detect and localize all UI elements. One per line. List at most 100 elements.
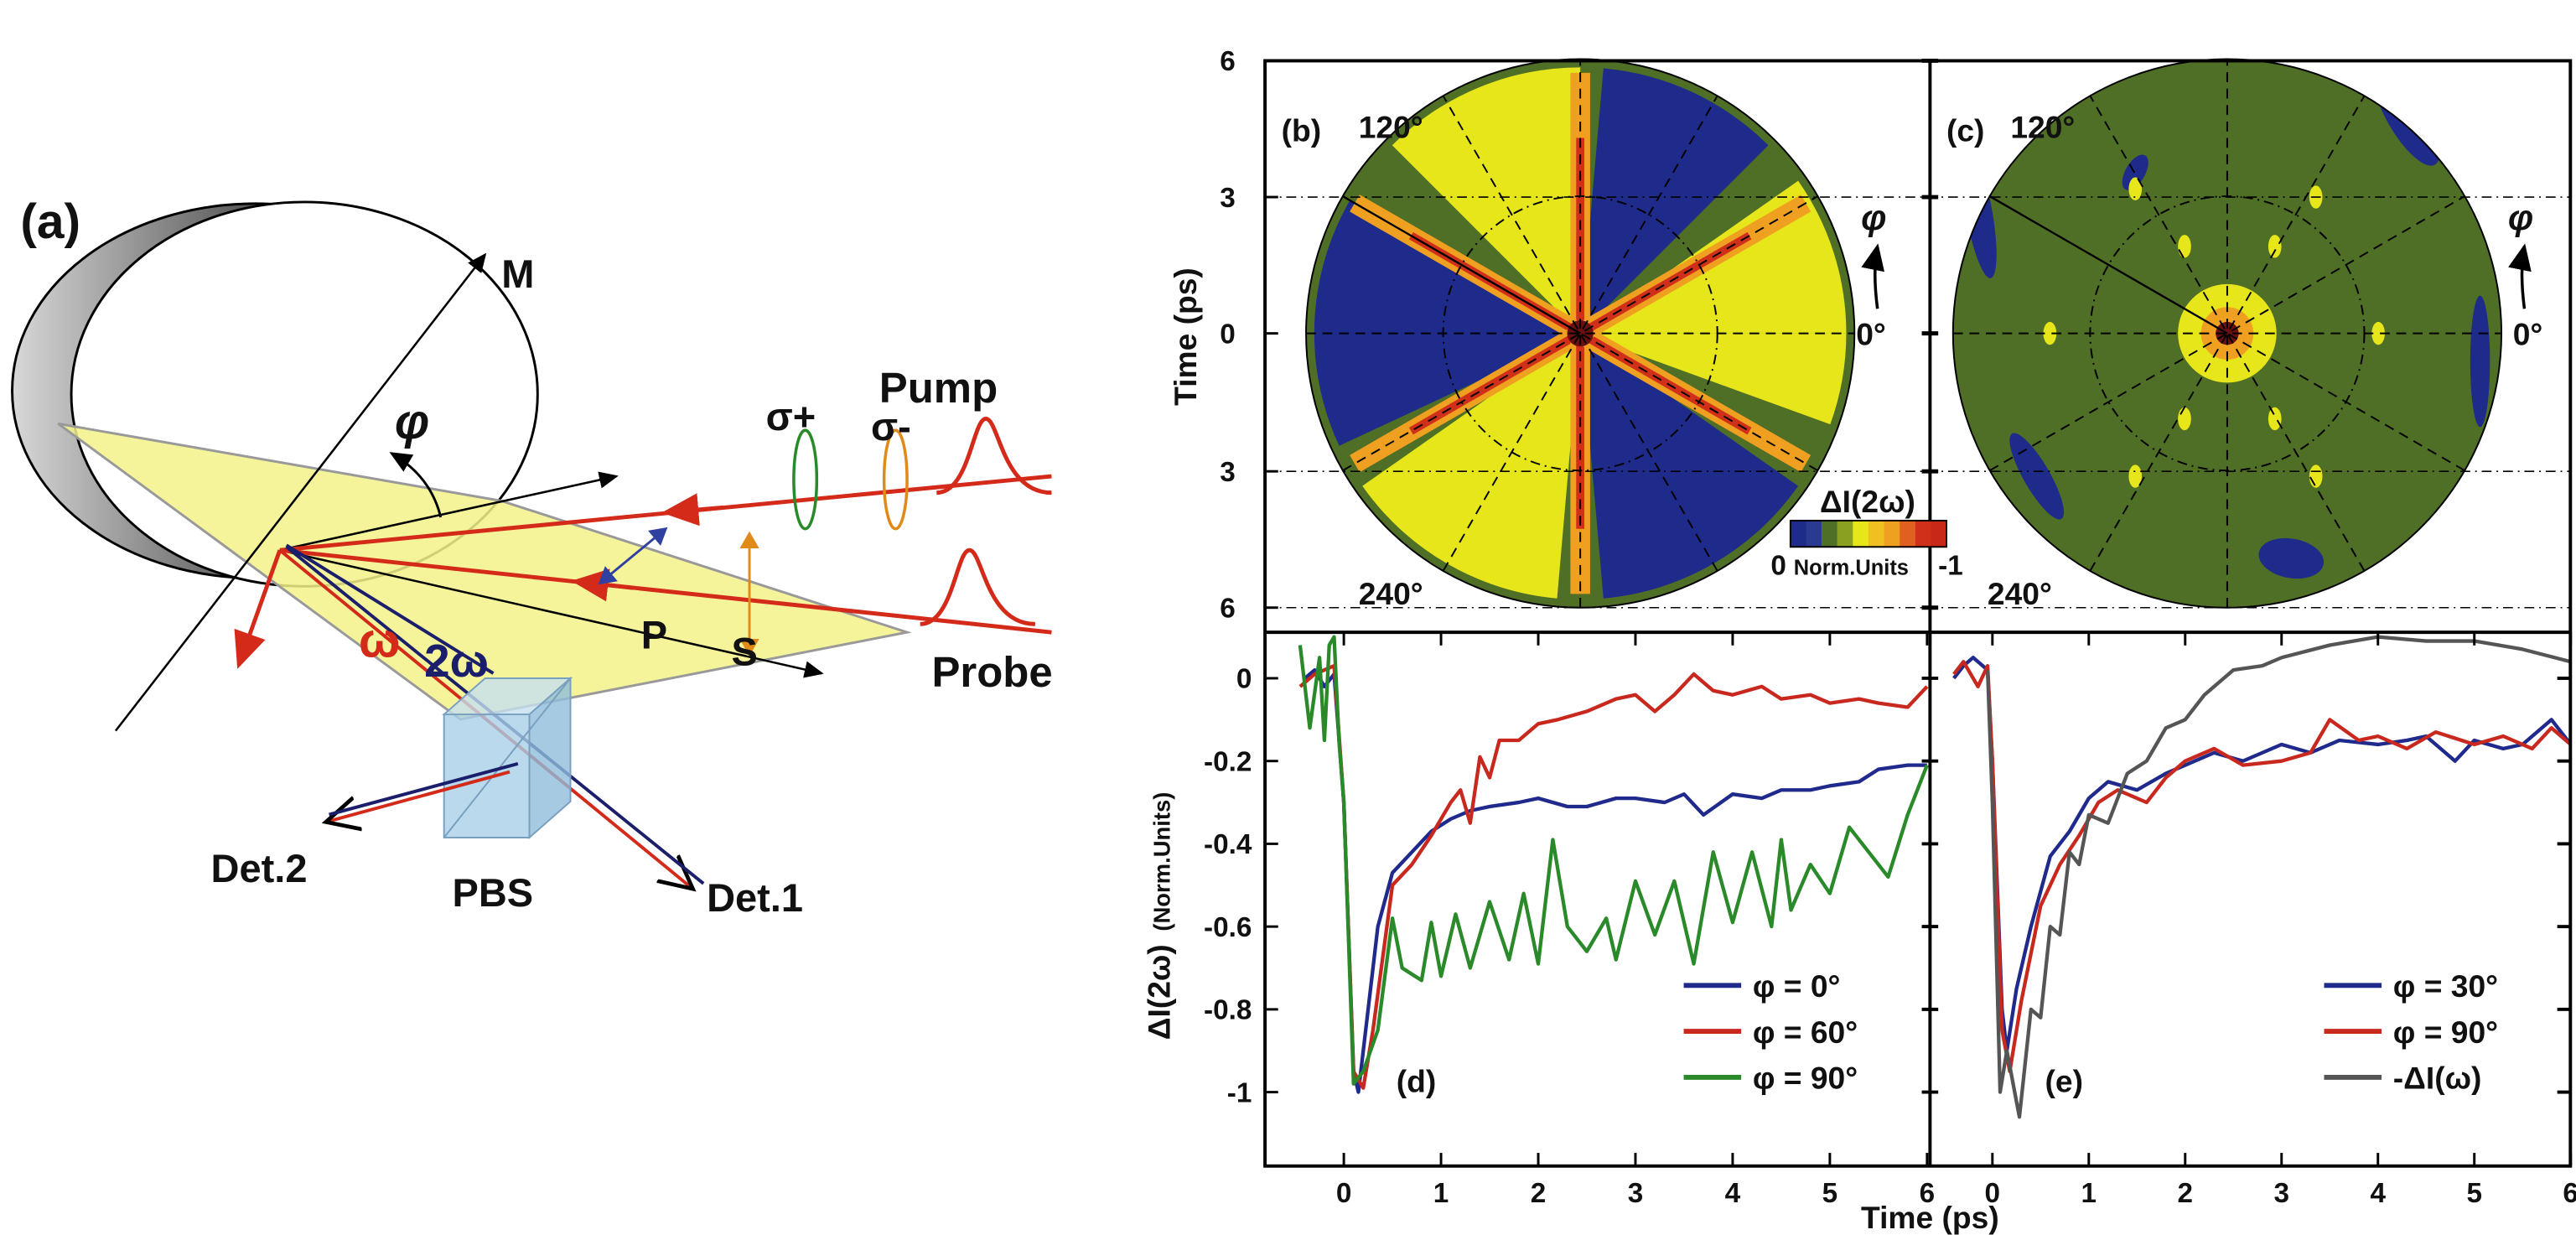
colorbar: ΔI(2ω) 0 Norm.Units -1 xyxy=(1770,484,1962,581)
colorbar-segment xyxy=(1915,520,1931,547)
polar-sector-yellow xyxy=(1580,333,1847,425)
y-tick-label: -0.4 xyxy=(1204,829,1252,860)
polar-radial-gridline xyxy=(1442,95,1718,572)
polar-radial-gridline xyxy=(1442,95,1718,572)
series-line xyxy=(1985,635,2571,1119)
polar-reference-line xyxy=(1989,195,2228,335)
x-tick-label: 3 xyxy=(1628,1178,1644,1209)
polar-spot-yellow xyxy=(2043,321,2057,345)
plane-axis-upper xyxy=(279,471,619,552)
y-tick-label: -0.8 xyxy=(1204,995,1252,1026)
panel-a-label: (a) xyxy=(20,195,80,249)
polar-reference-line xyxy=(1342,195,1581,335)
ylabel-d-quantity: ΔI(2ω) xyxy=(1141,944,1176,1040)
angle-0-c: 0° xyxy=(2513,316,2543,351)
polar-blob-blue xyxy=(2258,537,2325,579)
legend-label: φ = 60° xyxy=(1753,1014,1858,1050)
polar-radial-gridline xyxy=(1989,195,2465,472)
polar-spot-yellow xyxy=(2309,464,2323,488)
two-omega-label: 2ω xyxy=(424,635,489,687)
x-tick-label: 4 xyxy=(2370,1178,2386,1209)
pbs-cube xyxy=(442,676,573,840)
radial-tick-6-bottom: 6 xyxy=(1220,593,1236,624)
x-tick-label: 1 xyxy=(2081,1178,2097,1209)
probe-label: Probe xyxy=(931,648,1052,696)
x-tick-label: 5 xyxy=(1822,1178,1838,1209)
polar-spot-yellow xyxy=(2268,235,2282,258)
angle-120-b: 120° xyxy=(1359,110,1423,145)
polar-arm-red xyxy=(1408,330,1583,435)
x-tick-label: 0 xyxy=(1985,1178,2001,1209)
panel-a-diagram: (a) M φ ω 2ω P S σ+ σ- Pump Probe xyxy=(11,195,1053,920)
polar-spot-yellow xyxy=(2128,177,2143,200)
panel-c-label: (c) xyxy=(1946,112,1984,148)
polar-radial-gridline xyxy=(1989,195,2465,472)
legend-label: φ = 90° xyxy=(1753,1061,1858,1096)
x-tick-label: 5 xyxy=(2466,1178,2482,1209)
det1-label: Det.1 xyxy=(707,875,803,920)
panel-e-label: (e) xyxy=(2045,1064,2082,1099)
colorbar-segment xyxy=(1806,520,1822,547)
pump-arrow xyxy=(661,493,723,527)
polar-sector-blue xyxy=(1580,68,1769,334)
phi-direction-arrow-b xyxy=(1861,243,1885,309)
mirror-normal-axis xyxy=(114,252,487,732)
shg-beam-a xyxy=(285,543,495,675)
angle-0-b: 0° xyxy=(1856,316,1886,351)
series-line xyxy=(1298,635,1929,1086)
phi-label: φ xyxy=(395,395,429,449)
polar-blob-blue xyxy=(2399,547,2463,586)
colorbar-gradient xyxy=(1789,519,1947,548)
radial-tick-6-top: 6 xyxy=(1220,46,1236,77)
polar-ring-gridline xyxy=(2089,195,2366,472)
legend-label: φ = 0° xyxy=(1753,968,1841,1004)
x-tick-label: 1 xyxy=(1433,1178,1449,1209)
colorbar-segment xyxy=(1822,520,1837,547)
p-polarization-arrow xyxy=(598,527,668,585)
angle-120-c: 120° xyxy=(2010,110,2075,145)
x-tick-label: 6 xyxy=(2563,1178,2576,1209)
phi-direction-arrow-c xyxy=(2508,243,2532,309)
x-tick-label: 6 xyxy=(1920,1178,1936,1209)
s-label: S xyxy=(731,629,757,673)
x-tick-label: 0 xyxy=(1336,1178,1352,1209)
panel-b-label: (b) xyxy=(1282,112,1322,148)
y-tick-label: 0 xyxy=(1236,664,1252,695)
colorbar-segment xyxy=(1868,520,1884,547)
sigma-plus-helix-icon xyxy=(792,428,819,531)
omega-to-det2 xyxy=(329,770,511,822)
line-plot-e xyxy=(1952,635,2571,1119)
sigma-plus-label: σ+ xyxy=(766,394,816,438)
pbs-label: PBS xyxy=(452,870,533,915)
polar-blob-blue xyxy=(2470,295,2490,428)
y-tick-label: -0.6 xyxy=(1204,912,1252,943)
colorbar-segment xyxy=(1931,520,1947,547)
sigma-minus-helix-icon xyxy=(882,428,909,531)
x-tick-label: 3 xyxy=(2273,1178,2289,1209)
sigma-minus-label: σ- xyxy=(871,404,911,449)
series-line xyxy=(1952,660,2571,1074)
x-tick-label: 4 xyxy=(1725,1178,1741,1209)
xlabel: Time (ps) xyxy=(1861,1200,1999,1235)
radial-tick-0: 0 xyxy=(1220,319,1236,350)
series-line xyxy=(1304,667,1927,1094)
colorbar-max-label: -1 xyxy=(1938,551,1963,582)
tick-labels: 0 1 2 3 4 5 6 0 1 2 3 4 5 6 0 -0.2 -0.4 -0.6 -0.8 -1 xyxy=(1204,664,2576,1209)
polar-radial-gridline xyxy=(2089,95,2366,572)
colorbar-segment xyxy=(1790,520,1806,547)
colorbar-segment xyxy=(1853,520,1869,547)
radial-tick-3-top: 3 xyxy=(1220,183,1236,214)
probe-arrow xyxy=(571,568,634,602)
phi-arc xyxy=(389,452,443,518)
shg-to-det2 xyxy=(329,761,519,817)
probe-beam xyxy=(279,547,1052,635)
ylabel-d-units: (Norm.Units) xyxy=(1148,792,1174,931)
polar-radial-gridline xyxy=(1342,195,1818,472)
colorbar-title: ΔI(2ω) xyxy=(1820,484,1915,519)
pump-pulse-icon xyxy=(936,417,1052,496)
legend-label: φ = 90° xyxy=(2393,1014,2498,1050)
plane-axis-lower xyxy=(279,548,824,678)
legends: φ = 0° φ = 60° φ = 90° φ = 30° φ = 90° -ΔI(ω) xyxy=(1683,968,2498,1096)
colorbar-segment xyxy=(1900,520,1915,547)
